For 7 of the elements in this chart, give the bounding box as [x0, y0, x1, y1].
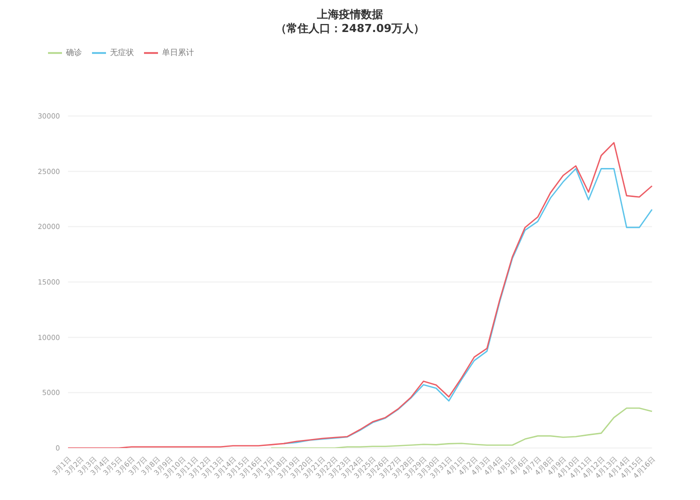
legend-label: 单日累计 [162, 48, 194, 58]
line-series [270, 408, 653, 448]
legend-label: 确诊 [66, 48, 82, 58]
chart-subtitle: （常住人口：2487.09万人） [274, 22, 426, 36]
chart-title: 上海疫情数据 [316, 8, 384, 22]
legend-label: 无症状 [110, 48, 134, 58]
line-series [67, 142, 653, 448]
